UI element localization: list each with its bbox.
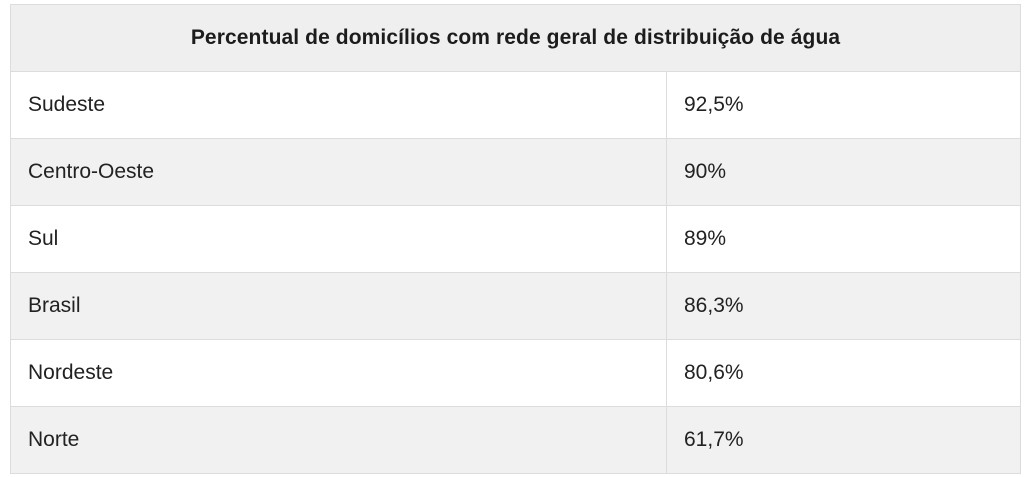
value-cell: 89%: [684, 227, 727, 250]
region-cell: Brasil: [11, 273, 667, 339]
table-row: Brasil 86,3%: [11, 273, 1020, 340]
table-row: Sudeste 92,5%: [11, 72, 1020, 139]
value-cell: 90%: [684, 160, 727, 183]
region-cell: Nordeste: [11, 340, 667, 406]
table-row: Nordeste 80,6%: [11, 340, 1020, 407]
table-row: Sul 89%: [11, 206, 1020, 273]
value-cell: 86,3%: [684, 294, 744, 317]
region-cell: Norte: [11, 407, 667, 473]
region-cell: Centro-Oeste: [11, 139, 667, 205]
table-title: Percentual de domicílios com rede geral …: [11, 5, 1020, 72]
table-row: Centro-Oeste 90%: [11, 139, 1020, 206]
value-cell: 61,7%: [684, 428, 744, 451]
data-table: Percentual de domicílios com rede geral …: [10, 4, 1021, 474]
region-cell: Sudeste: [11, 72, 667, 138]
value-cell: 92,5%: [684, 93, 744, 116]
region-cell: Sul: [11, 206, 667, 272]
table-row: Norte 61,7%: [11, 407, 1020, 473]
value-cell: 80,6%: [684, 361, 744, 384]
